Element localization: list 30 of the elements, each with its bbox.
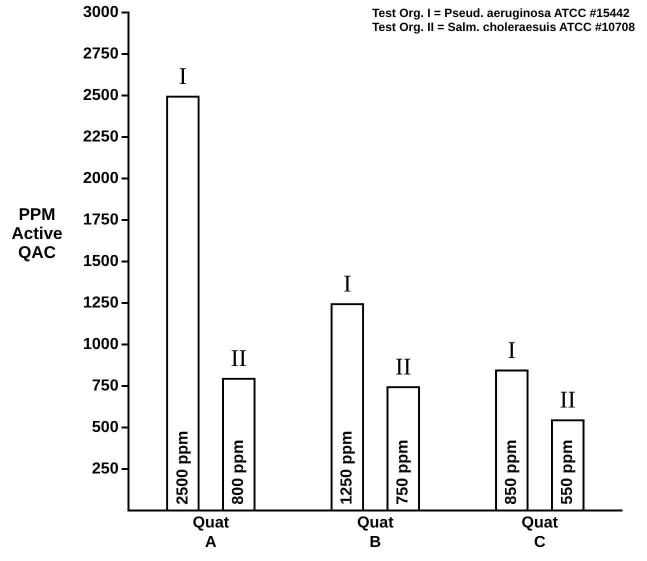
data-label: 1250 ppm xyxy=(338,430,356,505)
y-tick-label: 250 xyxy=(92,460,119,478)
y-tick-label: 1250 xyxy=(83,294,119,312)
text: I xyxy=(178,64,187,90)
data-label: 2500 ppm xyxy=(174,430,192,505)
y-tick-label: 2000 xyxy=(83,170,119,188)
annotation: Test Org. II = Salm. choleraesuis ATCC #10708 xyxy=(372,20,635,34)
annotation: Test Org. I = Pseud. aeruginosa ATCC #15442 xyxy=(372,6,631,20)
y-tick-label: 3000 xyxy=(83,4,119,22)
data-label: 750 ppm xyxy=(394,440,412,505)
data-label: 550 ppm xyxy=(559,440,576,505)
y-tick-label: 1000 xyxy=(83,336,119,354)
y-tick-label: 2750 xyxy=(83,46,119,63)
text: II xyxy=(395,354,412,380)
x-tick-label: Quat A xyxy=(192,514,230,551)
series-label: I xyxy=(508,338,516,364)
text: I xyxy=(343,271,352,298)
y-tick-label: 750 xyxy=(92,378,119,395)
y-axis-title: PPM Active QAC xyxy=(10,205,64,262)
text: II xyxy=(560,388,576,414)
data-label: 850 ppm xyxy=(503,440,520,505)
y-tick-label: 2500 xyxy=(83,87,119,104)
y-tick-label: 1500 xyxy=(83,253,119,270)
y-tick-label: 2250 xyxy=(83,128,119,146)
y-tick-label: 1750 xyxy=(83,212,119,229)
x-tick-label: Quat C xyxy=(522,514,559,551)
series-label: II xyxy=(230,346,247,372)
y-tick-label: 500 xyxy=(92,419,119,436)
data-label: 800 ppm xyxy=(230,440,248,505)
x-tick-label: Quat B xyxy=(357,514,394,551)
